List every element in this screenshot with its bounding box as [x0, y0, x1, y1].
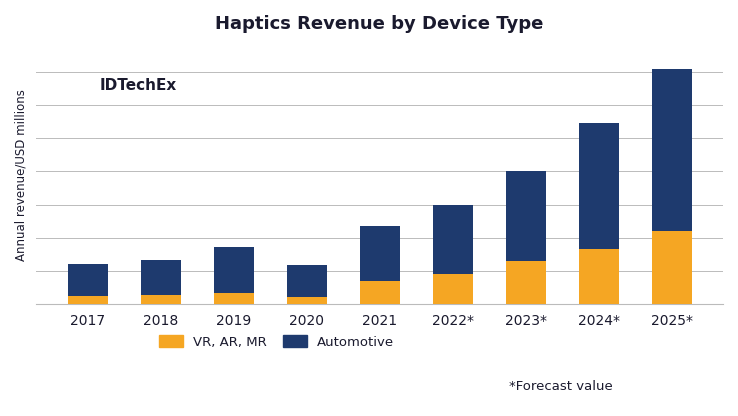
- Bar: [506, 171, 546, 261]
- Text: Research: Research: [171, 79, 236, 92]
- Bar: [140, 260, 181, 295]
- Bar: [432, 274, 473, 304]
- Bar: [432, 205, 473, 274]
- Bar: [286, 297, 327, 304]
- Bar: [68, 264, 108, 296]
- Bar: [140, 295, 181, 304]
- Bar: [652, 231, 692, 304]
- Bar: [579, 249, 618, 304]
- Y-axis label: Annual revenue/USD millions: Annual revenue/USD millions: [15, 89, 28, 261]
- Bar: [506, 261, 546, 304]
- Bar: [359, 226, 400, 281]
- Legend: VR, AR, MR, Automotive: VR, AR, MR, Automotive: [154, 330, 399, 354]
- Bar: [579, 124, 618, 249]
- Text: IDTechEx: IDTechEx: [100, 78, 177, 93]
- Bar: [68, 296, 108, 304]
- Bar: [213, 247, 254, 293]
- Title: Haptics Revenue by Device Type: Haptics Revenue by Device Type: [215, 15, 544, 33]
- Bar: [359, 281, 400, 304]
- Text: *Forecast value: *Forecast value: [509, 379, 613, 393]
- Bar: [213, 293, 254, 304]
- Bar: [652, 69, 692, 231]
- Bar: [286, 265, 327, 297]
